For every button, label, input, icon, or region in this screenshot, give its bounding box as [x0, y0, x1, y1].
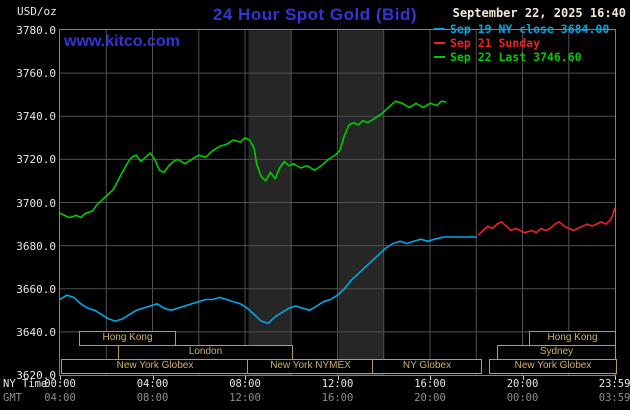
x-axis-tick — [522, 376, 524, 380]
chart-title: 24 Hour Spot Gold (Bid) — [212, 5, 418, 24]
y-tick-label: 3680.0 — [16, 239, 56, 253]
session-box-hong-kong: Hong Kong — [79, 331, 176, 346]
session-box-hong-kong: Hong Kong — [529, 331, 616, 346]
y-tick-label: 3740.0 — [16, 110, 56, 124]
session-box-london: London — [118, 345, 293, 360]
legend-item-label: Sep 19 NY close 3684.00 — [450, 22, 610, 36]
x-tick-ny-label: 08:00 — [229, 378, 261, 390]
x-tick-gmt-label: 03:59 — [598, 392, 630, 404]
y-tick-label: 3700.0 — [16, 196, 56, 210]
x-tick-ny-label: 12:00 — [321, 378, 354, 390]
chart-canvas — [60, 30, 615, 375]
legend-color-dash — [434, 42, 445, 44]
series-line-sep-22-last — [60, 100, 447, 219]
session-box-ny-globex: NY Globex — [372, 359, 482, 374]
x-axis-tick — [430, 376, 431, 380]
x-tick-gmt-label: 16:00 — [321, 392, 354, 404]
x-tick-gmt-label: 00:00 — [506, 392, 539, 404]
y-tick-label: 3720.0 — [16, 153, 56, 167]
x-tick-ny-label: 16:00 — [414, 378, 446, 390]
series-line-sep-21-sunday — [477, 208, 615, 236]
session-box-new-york-nymex: New York NYMEX — [247, 359, 374, 374]
x-tick-gmt-label: 08:00 — [136, 392, 169, 404]
session-box-new-york-globex: New York Globex — [489, 359, 617, 374]
x-axis-tick — [152, 376, 154, 380]
x-tick-ny-label: 20:00 — [506, 378, 539, 390]
legend: Sep 19 NY close 3684.00 Sep 21 Sunday Sep … — [434, 22, 609, 64]
ny-time-axis-label: NY Time — [3, 378, 48, 390]
x-axis-tick — [614, 376, 616, 380]
session-box-new-york-globex: New York Globex — [61, 359, 249, 374]
x-tick-gmt-label: 04:00 — [44, 392, 76, 404]
legend-item: Sep 22 Last 3746.60 — [434, 50, 609, 64]
y-axis-unit-label: USD/oz — [17, 5, 57, 18]
x-tick-ny-label: 23:59 — [598, 378, 630, 390]
y-tick-label: 3640.0 — [16, 325, 56, 339]
kitco-watermark-link[interactable]: www.kitco.com — [64, 33, 180, 50]
legend-item: Sep 21 Sunday — [434, 36, 609, 50]
x-axis-tick — [337, 376, 339, 380]
y-tick-label: 3620.0 — [16, 369, 56, 382]
legend-color-dash — [434, 28, 445, 30]
legend-item-label: Sep 22 Last 3746.60 — [450, 50, 582, 64]
x-axis-tick — [245, 376, 246, 380]
gmt-axis-label: GMT — [3, 392, 22, 404]
legend-item: Sep 19 NY close 3684.00 — [434, 22, 609, 36]
y-tick-label: 3780.0 — [16, 24, 56, 37]
series-line-sep-19-ny-close — [60, 236, 478, 325]
x-tick-ny-label: 04:00 — [136, 378, 169, 390]
plot-area: Hong Kong Hong Kong London Sydney New York G… — [59, 29, 617, 376]
datetime-label: September 22, 2025 16:40 — [452, 6, 626, 20]
legend-color-dash — [434, 56, 445, 58]
y-tick-label: 3660.0 — [16, 282, 56, 296]
y-tick-label: 3760.0 — [16, 67, 56, 81]
x-tick-ny-label: 00:00 — [44, 378, 76, 390]
x-tick-gmt-label: 20:00 — [414, 392, 446, 404]
legend-item-label: Sep 21 Sunday — [450, 36, 541, 50]
x-axis-tick — [60, 376, 61, 380]
x-tick-gmt-label: 12:00 — [229, 392, 261, 404]
session-box-sydney: Sydney — [497, 345, 616, 360]
